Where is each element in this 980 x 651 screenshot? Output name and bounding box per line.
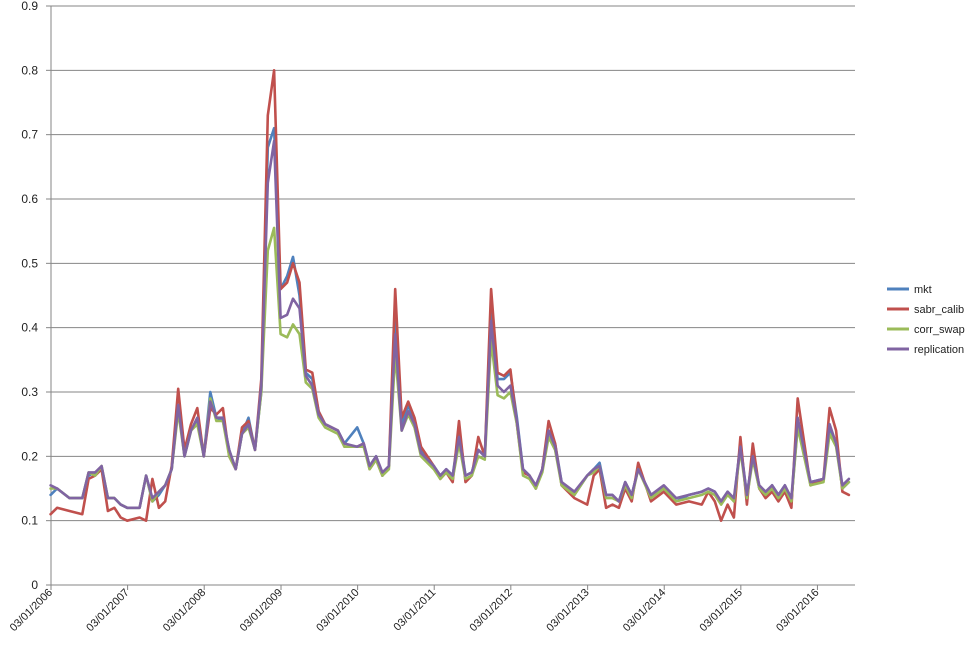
legend: mkt sabr_calib corr_swap replication: [887, 284, 965, 356]
x-tick-label: 03/01/2006: [8, 587, 55, 634]
legend-label: sabr_calib: [914, 304, 964, 316]
legend-label: corr_swap: [914, 324, 965, 336]
gridlines: [51, 5, 855, 522]
x-tick-label: 03/01/2007: [84, 587, 131, 634]
legend-label: mkt: [914, 284, 932, 296]
y-tick-label: 0: [31, 578, 38, 592]
x-tick-label: 03/01/2010: [314, 587, 361, 634]
y-tick-label: 0.1: [21, 514, 38, 528]
y-tick-label: 0.6: [21, 192, 38, 206]
axes: 0 0.1 0.2 0.3 0.4 0.5 0.6 0.7 0.8 0.9 03/01/2006 03…: [8, 0, 855, 634]
y-tick-label: 0.9: [21, 0, 38, 13]
series-line-sabr-calib: [49, 69, 851, 523]
x-tick-label: 03/01/2012: [468, 587, 515, 634]
x-tick-label: 03/01/2011: [391, 587, 438, 634]
y-tick-label: 0.3: [21, 385, 38, 399]
y-tick-label: 0.4: [21, 321, 38, 335]
y-tick-label: 0.7: [21, 128, 38, 142]
x-tick-label: 03/01/2014: [621, 587, 668, 634]
x-tick-label: 03/01/2015: [698, 587, 745, 634]
y-tick-label: 0.2: [21, 449, 38, 463]
x-tick-label: 03/01/2008: [161, 587, 208, 634]
series-lines: [49, 69, 851, 523]
series-line-corr-swap: [49, 226, 851, 510]
x-tick-label: 03/01/2009: [238, 587, 285, 634]
legend-label: replication: [914, 344, 964, 356]
y-tick-label: 0.8: [21, 63, 38, 77]
x-tick-label: 03/01/2016: [774, 587, 821, 634]
series-line-replication: [49, 139, 851, 510]
y-tick-label: 0.5: [21, 256, 38, 270]
x-tick-label: 03/01/2013: [544, 587, 591, 634]
series-line-mkt: [49, 126, 851, 510]
